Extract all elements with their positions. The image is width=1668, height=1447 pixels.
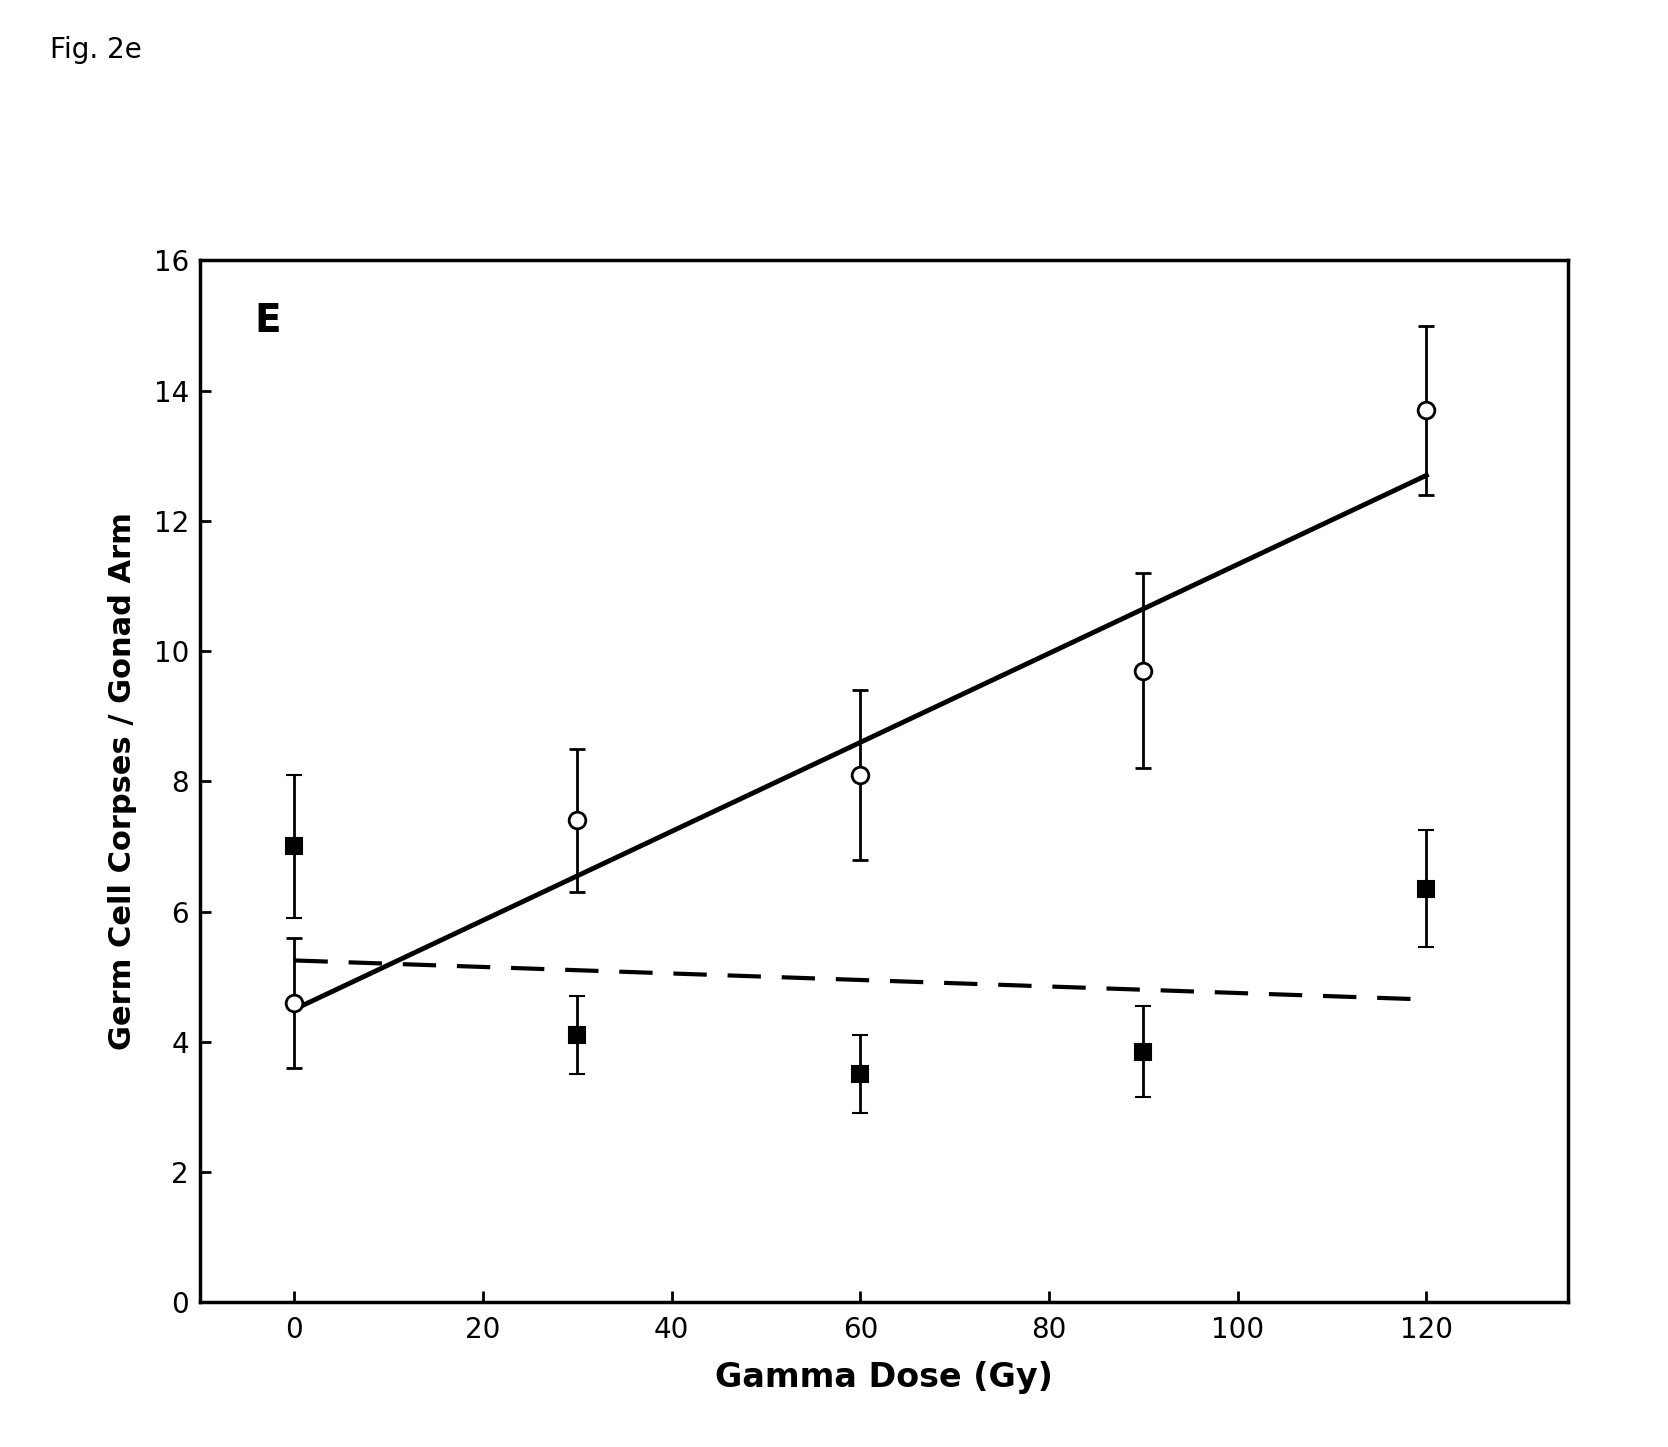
Text: Fig. 2e: Fig. 2e (50, 36, 142, 64)
Text: E: E (255, 302, 282, 340)
X-axis label: Gamma Dose (Gy): Gamma Dose (Gy) (716, 1360, 1053, 1393)
Y-axis label: Germ Cell Corpses / Gonad Arm: Germ Cell Corpses / Gonad Arm (108, 512, 137, 1051)
